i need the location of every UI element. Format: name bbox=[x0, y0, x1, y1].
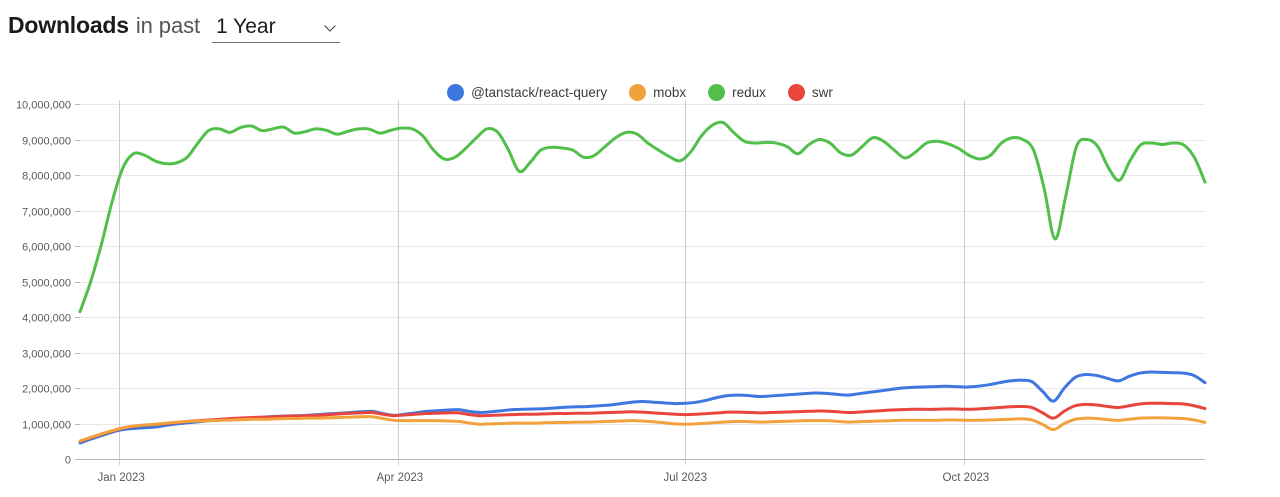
series-line-mobx bbox=[78, 415, 1207, 443]
legend-item-swr[interactable]: swr bbox=[787, 84, 833, 101]
y-tick-label: 5,000,000 bbox=[22, 278, 71, 290]
legend-swatch-icon bbox=[787, 84, 805, 101]
y-tick-label: 10,000,000 bbox=[16, 100, 71, 112]
chevron-down-icon bbox=[326, 21, 336, 31]
series-line-tanstack-react-query bbox=[78, 370, 1207, 445]
grid-lines bbox=[75, 104, 1205, 460]
page-title-suffix: in past bbox=[135, 13, 200, 38]
y-tick-label: 7,000,000 bbox=[22, 207, 71, 219]
y-tick-label: 6,000,000 bbox=[22, 242, 71, 254]
page-header: Downloads in past 1 Year bbox=[8, 12, 340, 48]
downloads-chart: 0 1,000,000 2,000,000 3,000,000 4,000,000 5,0… bbox=[0, 96, 1280, 497]
series-lines bbox=[78, 120, 1207, 445]
y-tick-label: 1,000,000 bbox=[22, 420, 71, 432]
legend-item-redux[interactable]: redux bbox=[708, 84, 766, 101]
chart-svg: 0 1,000,000 2,000,000 3,000,000 4,000,000 5,0… bbox=[16, 100, 1207, 484]
y-tick-label: 9,000,000 bbox=[22, 136, 71, 148]
legend-swatch-icon bbox=[708, 84, 726, 101]
legend-label: @tanstack/react-query bbox=[471, 85, 608, 100]
time-range-select[interactable]: 1 Year bbox=[212, 15, 340, 43]
x-tick-label: Oct 2023 bbox=[943, 472, 990, 484]
x-axis-ticks: Jan 2023 Apr 2023 Jul 2023 Oct 2023 bbox=[98, 100, 990, 484]
series-line-redux bbox=[78, 120, 1207, 314]
legend-label: swr bbox=[811, 85, 833, 100]
page-title: Downloads bbox=[8, 12, 129, 38]
y-tick-label: 8,000,000 bbox=[22, 171, 71, 183]
y-tick-label: 4,000,000 bbox=[22, 313, 71, 325]
time-range-value: 1 Year bbox=[216, 15, 276, 38]
chart-legend: @tanstack/react-query mobx redux swr bbox=[0, 84, 1280, 101]
legend-label: redux bbox=[732, 85, 766, 100]
legend-swatch-icon bbox=[447, 84, 465, 101]
legend-item-mobx[interactable]: mobx bbox=[629, 84, 686, 101]
x-tick-label: Jan 2023 bbox=[98, 472, 145, 484]
legend-item-tanstack-react-query[interactable]: @tanstack/react-query bbox=[447, 84, 607, 101]
legend-label: mobx bbox=[653, 85, 687, 100]
y-tick-label: 3,000,000 bbox=[22, 349, 71, 361]
y-tick-label: 2,000,000 bbox=[22, 384, 71, 396]
x-tick-label: Apr 2023 bbox=[377, 472, 424, 484]
series-line-swr bbox=[78, 401, 1207, 443]
legend-swatch-icon bbox=[629, 84, 647, 101]
y-axis-ticks: 0 1,000,000 2,000,000 3,000,000 4,000,000 5,0… bbox=[16, 100, 71, 467]
y-tick-label: 0 bbox=[65, 455, 71, 467]
x-tick-label: Jul 2023 bbox=[664, 472, 707, 484]
